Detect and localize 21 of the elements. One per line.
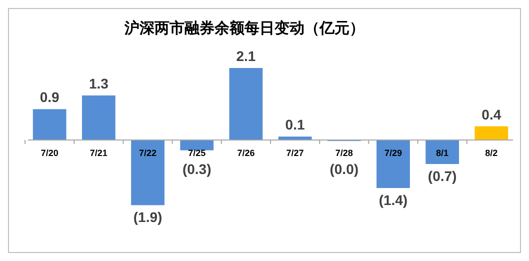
- data-label: (0.0): [330, 161, 359, 178]
- data-label: 2.1: [236, 48, 256, 64]
- data-label: (1.4): [378, 192, 408, 208]
- x-tick-label: 7/29: [384, 148, 402, 158]
- data-label: 1.3: [88, 75, 109, 92]
- x-tick-label: 7/22: [139, 148, 157, 158]
- data-label: (1.9): [133, 209, 162, 226]
- x-tick-label: 7/25: [188, 148, 206, 158]
- chart-title: 沪深两市融券余额每日变动（亿元）: [124, 19, 364, 37]
- x-tick-label: 8/1: [436, 148, 449, 158]
- data-label: (0.3): [182, 161, 212, 178]
- x-tick-label: 7/26: [237, 148, 255, 158]
- x-tick-label: 8/2: [485, 148, 498, 158]
- x-tick-label: 7/27: [286, 148, 304, 158]
- data-label: 0.4: [482, 106, 502, 122]
- x-tick-label: 7/20: [40, 148, 58, 158]
- data-label: 0.1: [285, 116, 305, 133]
- x-tick-label: 7/28: [335, 148, 353, 158]
- data-label: 0.9: [40, 89, 60, 106]
- x-tick-label: 7/21: [90, 148, 108, 158]
- data-label: (0.7): [428, 168, 457, 184]
